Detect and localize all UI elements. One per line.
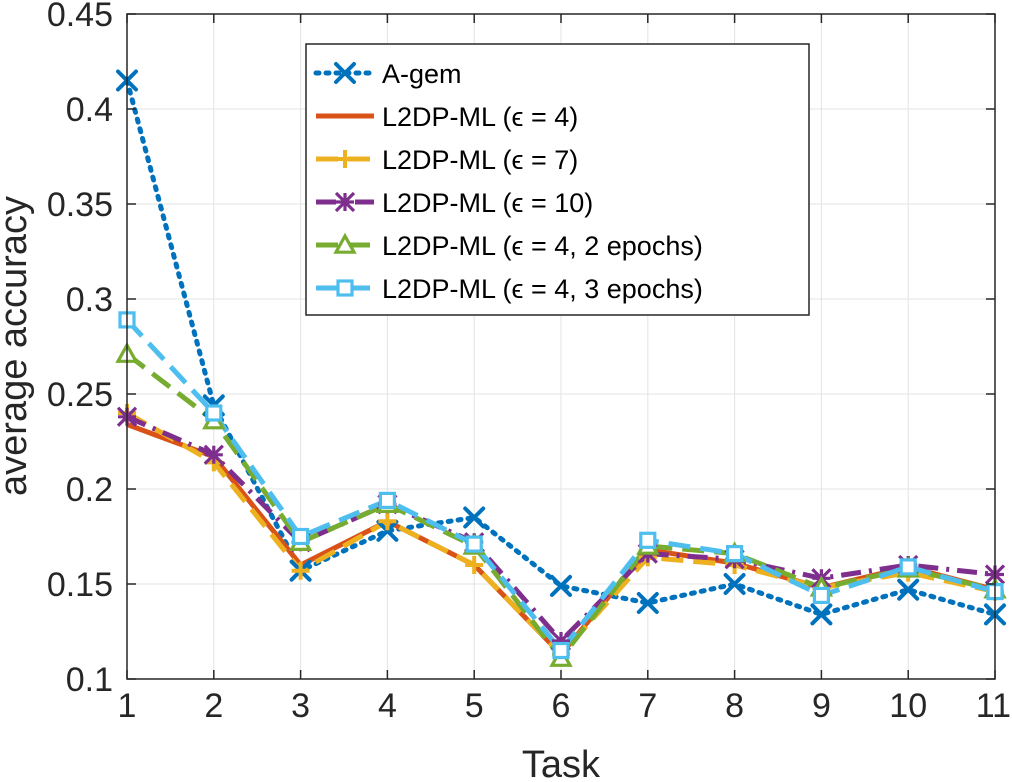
data-point-series-1	[897, 578, 920, 601]
data-point-series-1	[636, 592, 659, 614]
data-point-series-6	[378, 491, 396, 509]
legend-marker-5	[333, 232, 357, 254]
legend: A-gem L2DP-ML (ϵ = 4) L2DP-ML (ϵ = 7) L2DP-…	[305, 43, 810, 316]
data-point-series-6	[465, 535, 483, 553]
data-point-series-6	[205, 404, 223, 422]
series-line-6	[125, 318, 996, 653]
x-tick-label: 10	[889, 687, 927, 725]
x-tick-label: 1	[118, 687, 137, 725]
data-point-series-3	[465, 556, 484, 574]
data-point-series-1	[810, 603, 833, 626]
y-tick-label: 0.45	[47, 0, 113, 34]
x-tick-label: 5	[465, 687, 484, 725]
data-point-series-1	[463, 506, 486, 529]
data-point-series-3	[291, 561, 310, 580]
legend-marker-6	[336, 279, 354, 297]
legend-label-6: L2DP-ML (ϵ = 4, 3 epochs)	[382, 274, 703, 304]
legend-label-5: L2DP-ML (ϵ = 4, 2 epochs)	[382, 231, 703, 261]
legend-marker-4	[334, 191, 356, 213]
legend-label-1: A-gem	[382, 59, 462, 89]
x-tick-label: 3	[291, 687, 310, 725]
y-tick-label: 0.25	[47, 376, 113, 414]
y-tick-label: 0.2	[66, 471, 113, 509]
y-tick-label: 0.4	[66, 91, 113, 129]
y-tick-label: 0.35	[47, 186, 113, 224]
data-point-series-6	[725, 544, 744, 563]
data-point-series-1	[376, 519, 399, 542]
y-axis-title: average accuracy	[0, 196, 35, 496]
x-tick-label: 6	[552, 687, 571, 725]
legend-label-2: L2DP-ML (ϵ = 4)	[382, 102, 578, 132]
y-axis-ticks: 0.1 0.15 0.2 0.25 0.3 0.35 0.4 0.45	[47, 0, 995, 699]
data-point-series-4	[203, 444, 224, 465]
data-point-series-6	[812, 586, 831, 605]
x-tick-label: 7	[638, 687, 657, 725]
series-markers	[115, 69, 1007, 667]
legend-marker-1	[334, 62, 356, 84]
y-tick-label: 0.3	[66, 281, 113, 319]
legend-label-4: L2DP-ML (ϵ = 10)	[382, 188, 593, 218]
legend-label-3: L2DP-ML (ϵ = 7)	[382, 145, 578, 175]
y-tick-label: 0.15	[47, 566, 113, 604]
legend-marker-3	[336, 150, 354, 168]
series-line-4	[125, 414, 996, 644]
x-axis-title: Task	[522, 744, 601, 782]
legend-box	[305, 43, 810, 316]
x-tick-label: 9	[812, 687, 831, 725]
x-tick-label: 11	[976, 687, 1011, 725]
data-point-series-4	[550, 630, 572, 652]
x-axis-ticks: 1 2 3 4 5 6 7 8 9 10 11	[118, 14, 1011, 725]
data-point-series-6	[552, 641, 570, 660]
data-point-series-3	[378, 512, 397, 531]
x-tick-label: 2	[204, 687, 223, 725]
series-line-1	[124, 78, 998, 617]
data-point-series-1	[723, 573, 746, 595]
data-point-series-1	[550, 574, 572, 597]
data-point-series-6	[899, 558, 917, 576]
x-tick-label: 8	[725, 687, 744, 725]
y-tick-label: 0.1	[66, 661, 113, 699]
data-point-series-6	[292, 527, 310, 546]
data-point-series-6	[639, 531, 657, 549]
x-tick-label: 4	[378, 687, 397, 725]
